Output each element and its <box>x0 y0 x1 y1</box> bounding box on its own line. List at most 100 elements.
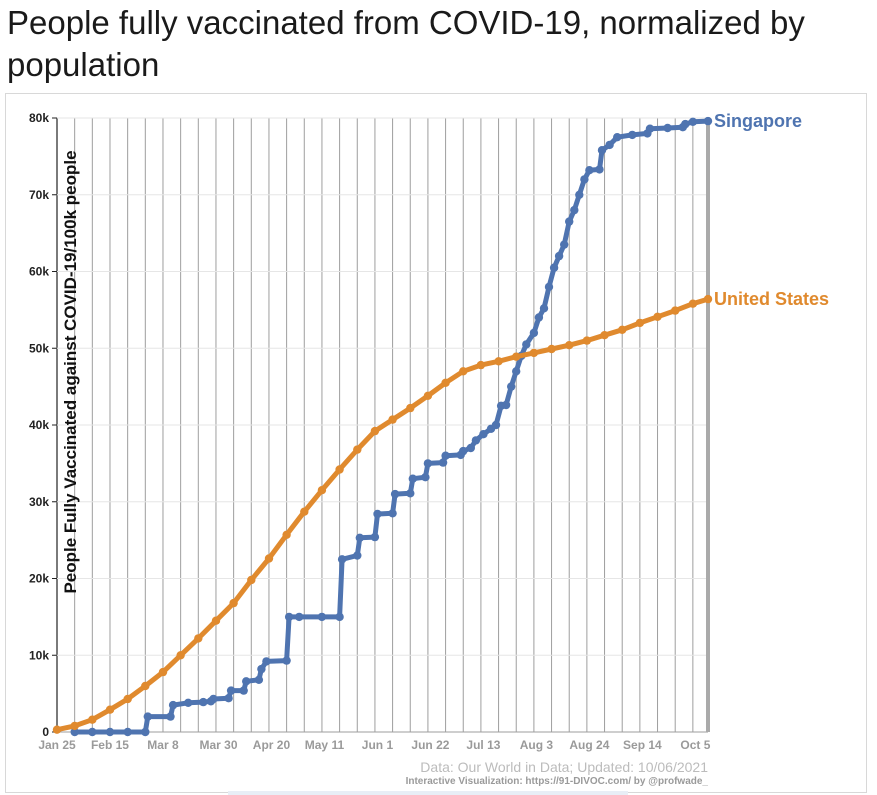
data-point <box>491 420 501 430</box>
chart-frame <box>5 93 867 793</box>
data-point <box>70 721 79 731</box>
data-point <box>211 616 221 625</box>
data-point <box>143 712 152 721</box>
x-tick-label: Jun 22 <box>411 738 449 752</box>
data-point <box>688 299 698 308</box>
data-point <box>176 651 185 660</box>
data-point <box>671 306 680 315</box>
data-point <box>653 312 662 321</box>
data-point <box>597 146 607 155</box>
data-point <box>370 426 380 436</box>
data-point <box>337 555 347 564</box>
data-point <box>406 489 415 498</box>
data-point <box>264 554 274 563</box>
data-point <box>438 458 448 467</box>
data-point <box>681 119 690 129</box>
data-point <box>441 378 450 387</box>
data-point <box>628 130 637 140</box>
data-point <box>605 140 614 150</box>
data-point <box>580 175 589 184</box>
data-point <box>441 451 450 460</box>
data-point <box>284 612 294 622</box>
data-point <box>388 415 397 424</box>
x-axis: Jan 25 Feb 15 Mar 8 Mar 30 Apr 20 May 11 Jun 1… <box>38 118 711 752</box>
data-point <box>547 344 556 354</box>
data-point <box>123 694 132 704</box>
data-point <box>613 133 622 142</box>
data-point <box>479 430 488 439</box>
data-point <box>335 465 344 474</box>
data-point <box>105 727 115 737</box>
data-point <box>663 123 672 133</box>
data-point <box>282 656 291 665</box>
y-tick-label: 70k <box>29 188 49 202</box>
data-point <box>585 166 594 175</box>
data-point <box>317 486 327 495</box>
data-point <box>262 657 271 666</box>
data-point <box>295 612 304 622</box>
data-point <box>595 165 604 174</box>
data-point <box>471 436 481 445</box>
x-tick-label: Sep 14 <box>623 738 662 752</box>
data-point <box>158 667 168 677</box>
y-tick-label: 40k <box>29 418 49 432</box>
x-tick-label: Jun 1 <box>362 738 394 752</box>
x-tick-label: Aug 3 <box>520 738 554 752</box>
data-point <box>512 352 521 361</box>
data-point <box>105 705 115 714</box>
data-point <box>544 282 554 292</box>
data-point <box>512 367 521 376</box>
data-point <box>421 473 430 482</box>
data-point <box>239 686 248 695</box>
data-point <box>529 328 539 338</box>
series-united-states <box>52 294 713 734</box>
series-label-singapore: Singapore <box>714 111 802 131</box>
series-labels: Singapore United States <box>714 111 829 309</box>
data-point <box>423 459 433 468</box>
data-point <box>703 294 713 304</box>
data-point <box>522 340 531 349</box>
data-point <box>52 725 62 734</box>
data-point <box>70 727 79 737</box>
series-line-singapore <box>72 118 711 735</box>
data-point <box>575 190 584 199</box>
y-axis: 0 10k 20k 30k 40k 50k 60k 70k 80k <box>29 111 708 739</box>
data-point <box>565 217 574 226</box>
data-point <box>466 443 475 453</box>
data-point <box>423 391 433 400</box>
data-point <box>257 664 266 674</box>
x-tick-label: Mar 8 <box>147 738 179 752</box>
data-point <box>242 677 251 686</box>
y-axis-title: People Fully Vaccinated against COVID-19… <box>61 150 80 593</box>
data-source-note: Data: Our World in Data; Updated: 10/06/… <box>420 759 708 775</box>
data-point <box>199 697 208 707</box>
data-point <box>459 446 468 456</box>
data-point <box>618 325 627 334</box>
data-point <box>534 313 544 322</box>
data-point <box>554 251 564 261</box>
data-point <box>300 507 309 516</box>
bottom-scroll-hint <box>228 791 628 795</box>
data-point <box>353 445 362 454</box>
data-point <box>209 694 218 704</box>
data-point <box>570 205 579 215</box>
data-point <box>406 403 415 413</box>
y-tick-label: 10k <box>29 648 49 662</box>
x-tick-label: Feb 15 <box>91 738 129 752</box>
data-point <box>317 612 327 622</box>
data-point <box>88 727 97 737</box>
data-point <box>645 124 655 133</box>
x-tick-label: Jan 25 <box>38 738 76 752</box>
credit-note: Interactive Visualization: https://91-DI… <box>406 776 709 787</box>
data-point <box>168 700 178 710</box>
data-point <box>353 551 362 560</box>
data-point <box>507 382 516 391</box>
x-tick-label: Apr 20 <box>253 738 291 752</box>
series-singapore <box>70 116 713 737</box>
data-point <box>88 715 97 724</box>
y-tick-label: 0 <box>42 725 49 739</box>
data-point <box>582 336 592 345</box>
data-point <box>224 694 233 703</box>
data-point <box>565 341 574 350</box>
